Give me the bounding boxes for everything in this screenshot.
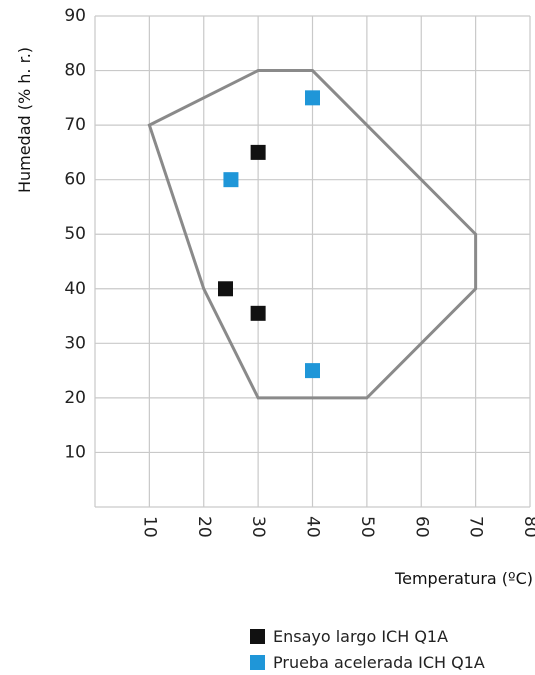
legend-item-ensayo-largo: Ensayo largo ICH Q1A [250, 623, 485, 649]
data-point-prueba-acelerada [305, 363, 320, 379]
x-tick-label: 60 [411, 516, 431, 538]
y-tick-label: 30 [64, 333, 86, 353]
legend: Ensayo largo ICH Q1A Prueba acelerada IC… [250, 623, 485, 675]
data-points [218, 90, 320, 379]
y-tick-label: 80 [64, 61, 86, 81]
x-tick-label: 80 [520, 516, 535, 538]
legend-label: Prueba acelerada ICH Q1A [273, 652, 485, 672]
y-tick-label: 90 [64, 6, 86, 26]
y-tick-label: 50 [64, 224, 86, 244]
legend-swatch-blue [250, 654, 265, 670]
data-point-prueba-acelerada [305, 90, 320, 106]
region-outline [147, 69, 478, 400]
x-tick-label: 50 [357, 516, 377, 538]
y-tick-labels: 10 20 30 40 50 60 70 80 90 [64, 6, 86, 462]
legend-item-prueba-acelerada: Prueba acelerada ICH Q1A [250, 649, 485, 675]
data-point-ensayo-largo [250, 305, 266, 321]
x-tick-labels: 10 20 30 40 50 60 70 80 [139, 516, 535, 538]
grid [94, 15, 531, 508]
y-axis-title: Humedad (% h. r.) [15, 47, 34, 193]
legend-swatch-black [250, 628, 265, 644]
data-point-ensayo-largo [250, 144, 266, 160]
region-outline-group [147, 69, 478, 400]
y-tick-label: 10 [64, 442, 86, 462]
x-tick-label: 30 [248, 516, 268, 538]
data-point-prueba-acelerada [223, 172, 239, 188]
x-tick-label: 10 [139, 516, 159, 538]
x-tick-label: 40 [303, 516, 323, 538]
data-point-ensayo-largo [218, 281, 233, 297]
y-tick-label: 40 [64, 279, 86, 299]
legend-label: Ensayo largo ICH Q1A [273, 626, 449, 646]
y-tick-label: 70 [64, 115, 86, 135]
x-tick-label: 20 [194, 516, 214, 538]
y-tick-label: 60 [64, 170, 86, 190]
x-tick-label: 70 [466, 516, 486, 538]
y-tick-label: 20 [64, 388, 86, 408]
x-axis-title: Temperatura (ºC) [394, 569, 533, 588]
